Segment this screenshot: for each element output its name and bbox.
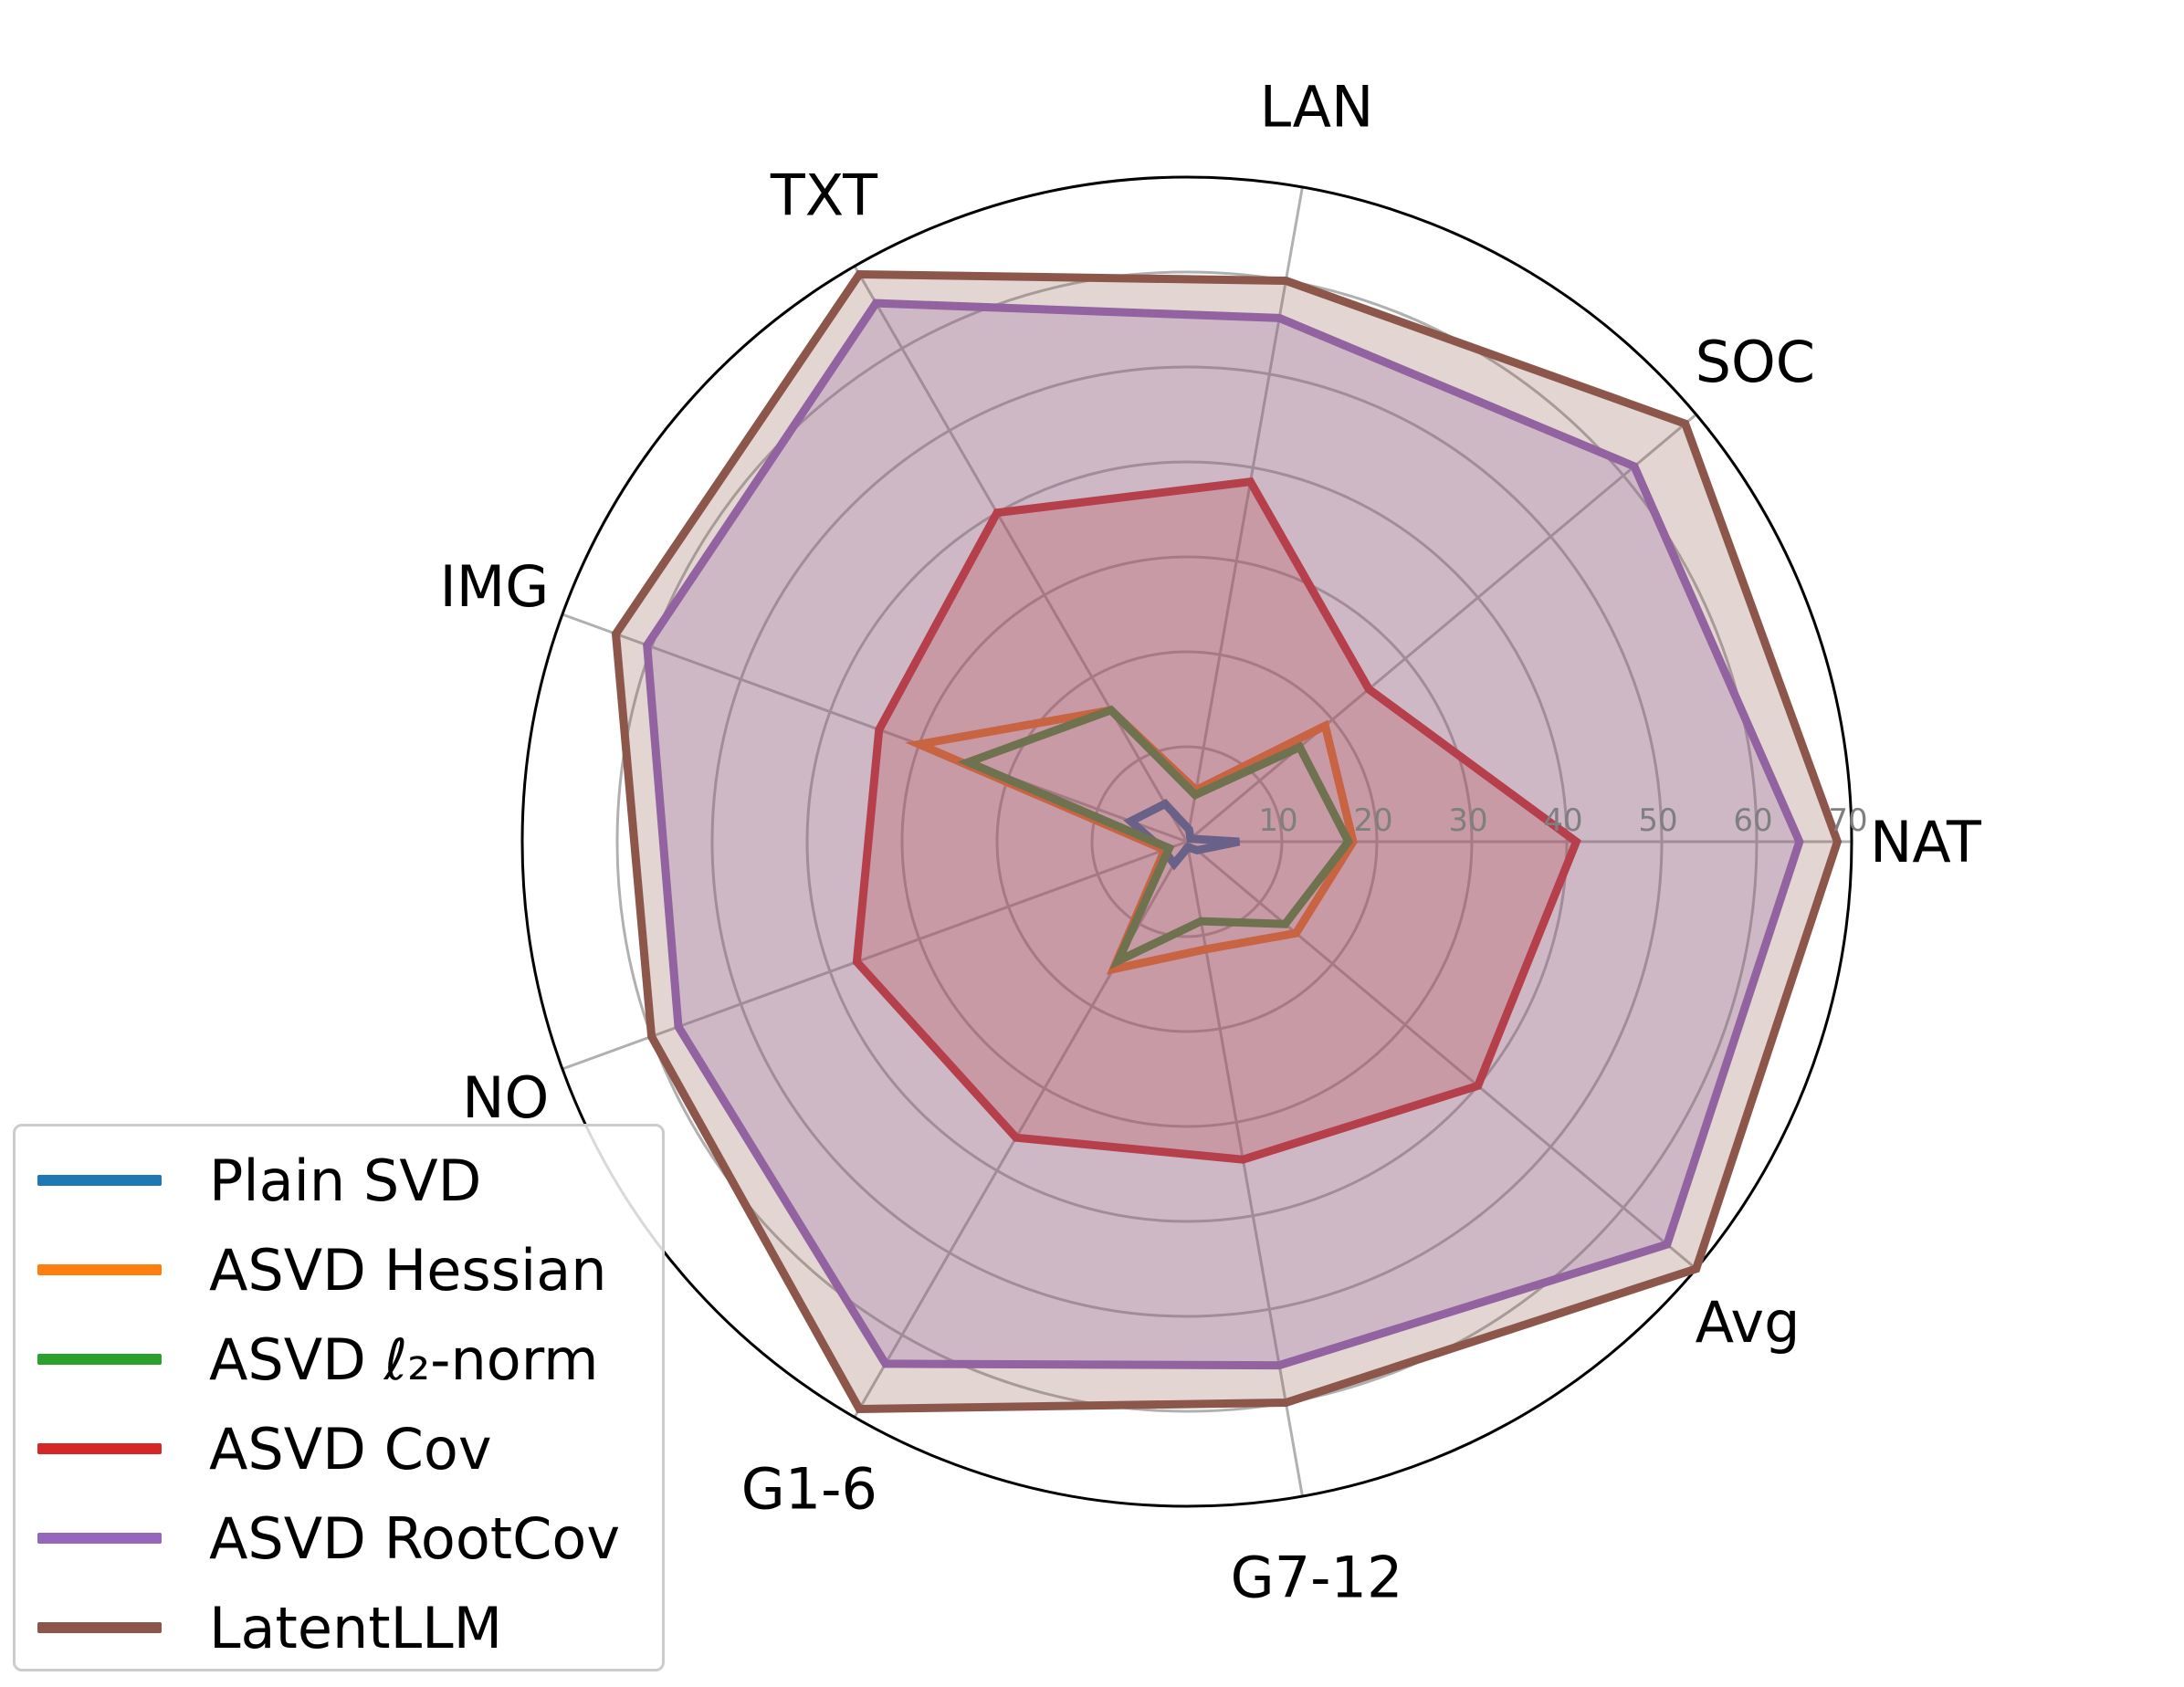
legend-item-asvd-l2-norm: ASVD ℓ₂-norm: [16, 1315, 662, 1404]
category-label: NAT: [1870, 809, 1982, 875]
radial-tick-label: 50: [1638, 802, 1677, 839]
legend-item-asvd-hessian: ASVD Hessian: [16, 1225, 662, 1315]
legend-swatch: [37, 1354, 162, 1365]
category-label: TXT: [770, 162, 878, 229]
legend-swatch: [37, 1443, 162, 1454]
category-label: SOC: [1696, 329, 1815, 395]
legend-label: ASVD ℓ₂-norm: [209, 1326, 599, 1393]
series-line-asvd-cov: [852, 477, 1581, 1164]
legend-label: ASVD Hessian: [209, 1236, 607, 1304]
category-label: LAN: [1260, 73, 1374, 140]
category-label: IMG: [440, 553, 550, 620]
legend-swatch: [37, 1264, 162, 1275]
radial-tick-label: 10: [1258, 802, 1297, 839]
radial-tick-label: 20: [1353, 802, 1392, 839]
legend: Plain SVD ASVD Hessian ASVD ℓ₂-norm ASVD…: [13, 1124, 665, 1671]
series-fill-asvd-cov: [856, 481, 1577, 1160]
series-line-latentllm: [611, 269, 1843, 1414]
series-fill-latentllm: [615, 274, 1838, 1409]
legend-label: LatentLLM: [209, 1594, 503, 1661]
category-label: G7-12: [1231, 1545, 1403, 1611]
radial-tick-label: 60: [1733, 802, 1772, 839]
legend-item-plain-svd: Plain SVD: [16, 1136, 662, 1225]
label-layer: 10 20 30 40 50 60 70 NAT SOC LAN TXT IMG NO G1-6 G7-12…: [440, 73, 1982, 1610]
category-label: NO: [462, 1064, 549, 1131]
series-layer: [611, 269, 1843, 1414]
series-fill-asvd-rootcov: [646, 303, 1800, 1366]
radial-tick-label: 40: [1543, 802, 1582, 839]
grid-spoke: [1186, 413, 1697, 844]
radial-tick-label: 70: [1828, 802, 1867, 839]
grid-spoke: [1185, 186, 1304, 843]
legend-swatch: [37, 1533, 162, 1544]
grid-spoke: [562, 613, 1188, 844]
series-line-asvd-rootcov: [643, 299, 1804, 1370]
grid-layer: [520, 175, 1853, 1508]
series-line-asvd-norm: [957, 705, 1354, 969]
legend-item-asvd-cov: ASVD Cov: [16, 1404, 662, 1493]
category-label: G1-6: [741, 1455, 877, 1522]
legend-label: Plain SVD: [209, 1147, 482, 1214]
outer-frame: [520, 175, 1853, 1508]
radial-tick-label: 30: [1448, 802, 1487, 839]
legend-swatch: [37, 1175, 162, 1186]
legend-item-latentllm: LatentLLM: [16, 1583, 662, 1672]
legend-label: ASVD RootCov: [209, 1504, 621, 1572]
grid-spoke: [562, 840, 1188, 1071]
category-label: Avg: [1696, 1289, 1801, 1356]
legend-swatch: [37, 1622, 162, 1633]
legend-label: ASVD Cov: [209, 1415, 492, 1483]
grid-spoke: [853, 265, 1189, 843]
grid-spoke: [1186, 840, 1697, 1271]
legend-item-asvd-rootcov: ASVD RootCov: [16, 1493, 662, 1583]
